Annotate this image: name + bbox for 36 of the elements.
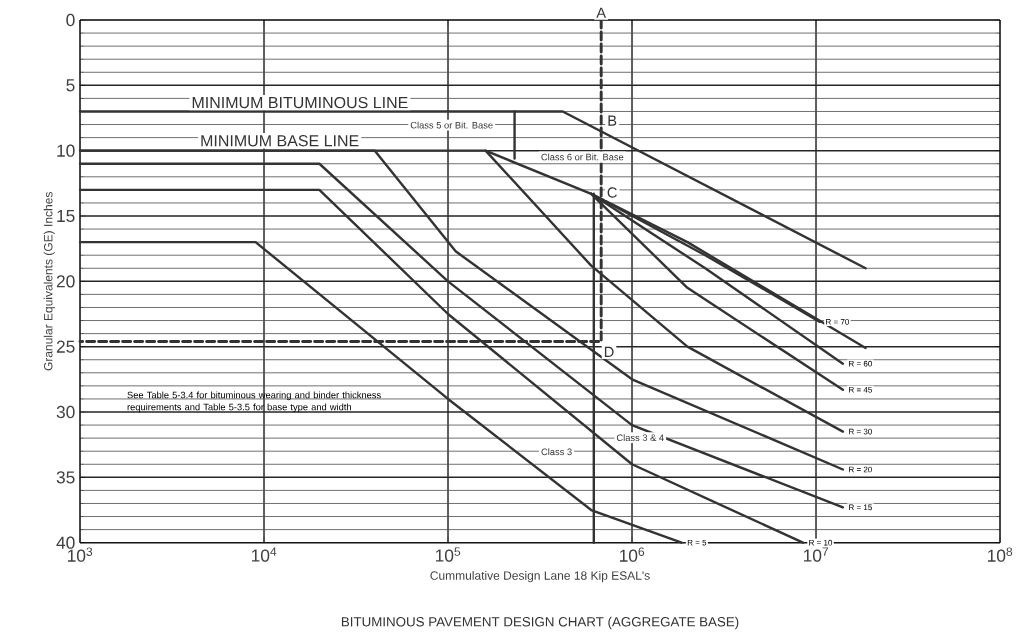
y-tick-label: 40 xyxy=(56,536,75,549)
series-label: R = 15 xyxy=(849,504,872,511)
series-label: R = 30 xyxy=(849,428,872,435)
x-tick-label: 10$^{3}$ xyxy=(67,547,93,562)
series-label: R = 5 xyxy=(687,539,707,546)
y-tick-label: 20 xyxy=(56,275,75,288)
y-axis-title: Granular Equivalents (GE) Inches xyxy=(43,192,55,371)
series-label: R = 70 xyxy=(826,319,849,325)
y-tick-label: 5 xyxy=(66,79,75,92)
y-tick-label: 0 xyxy=(66,13,75,27)
x-tick-label: 10$^{5}$ xyxy=(435,547,461,562)
series-label: R = 45 xyxy=(849,387,872,393)
y-tick-label: 30 xyxy=(56,405,75,419)
y-tick-label: 35 xyxy=(56,471,75,484)
series-label: MINIMUM BASE LINE xyxy=(201,135,359,147)
annotation: B xyxy=(608,115,617,126)
x-tick-label: 10$^{6}$ xyxy=(619,547,645,562)
annotation: A xyxy=(596,7,607,18)
annotation: Class 5 or Bit. Base xyxy=(410,121,493,129)
y-tick-label: 10 xyxy=(57,144,75,157)
x-axis-title: Cummulative Design Lane 18 Kip ESAL's xyxy=(430,570,650,583)
annotation: C xyxy=(607,187,617,198)
series-label: MINIMUM BITUMINOUS LINE xyxy=(192,96,408,109)
series-label: R = 10 xyxy=(809,539,833,546)
annotation: Class 6 or Bit. Base xyxy=(541,153,624,161)
text: BITUMINOUS PAVEMENT DESIGN CHART (AGGREGATE BASE) xyxy=(341,616,739,630)
x-tick-label: 10$^{8}$ xyxy=(987,547,1013,562)
series-label: R = 20 xyxy=(849,466,872,473)
annotation: Class 3 xyxy=(541,448,572,456)
annotation: Class 3 & 4 xyxy=(616,434,664,442)
y-tick-label: 15 xyxy=(57,209,75,223)
y-tick-label: 25 xyxy=(56,340,75,353)
x-tick-label: 10$^{4}$ xyxy=(251,547,277,562)
annotation: D xyxy=(604,346,614,357)
x-tick-label: 10$^{7}$ xyxy=(803,547,829,562)
series-label: R = 60 xyxy=(849,360,872,367)
